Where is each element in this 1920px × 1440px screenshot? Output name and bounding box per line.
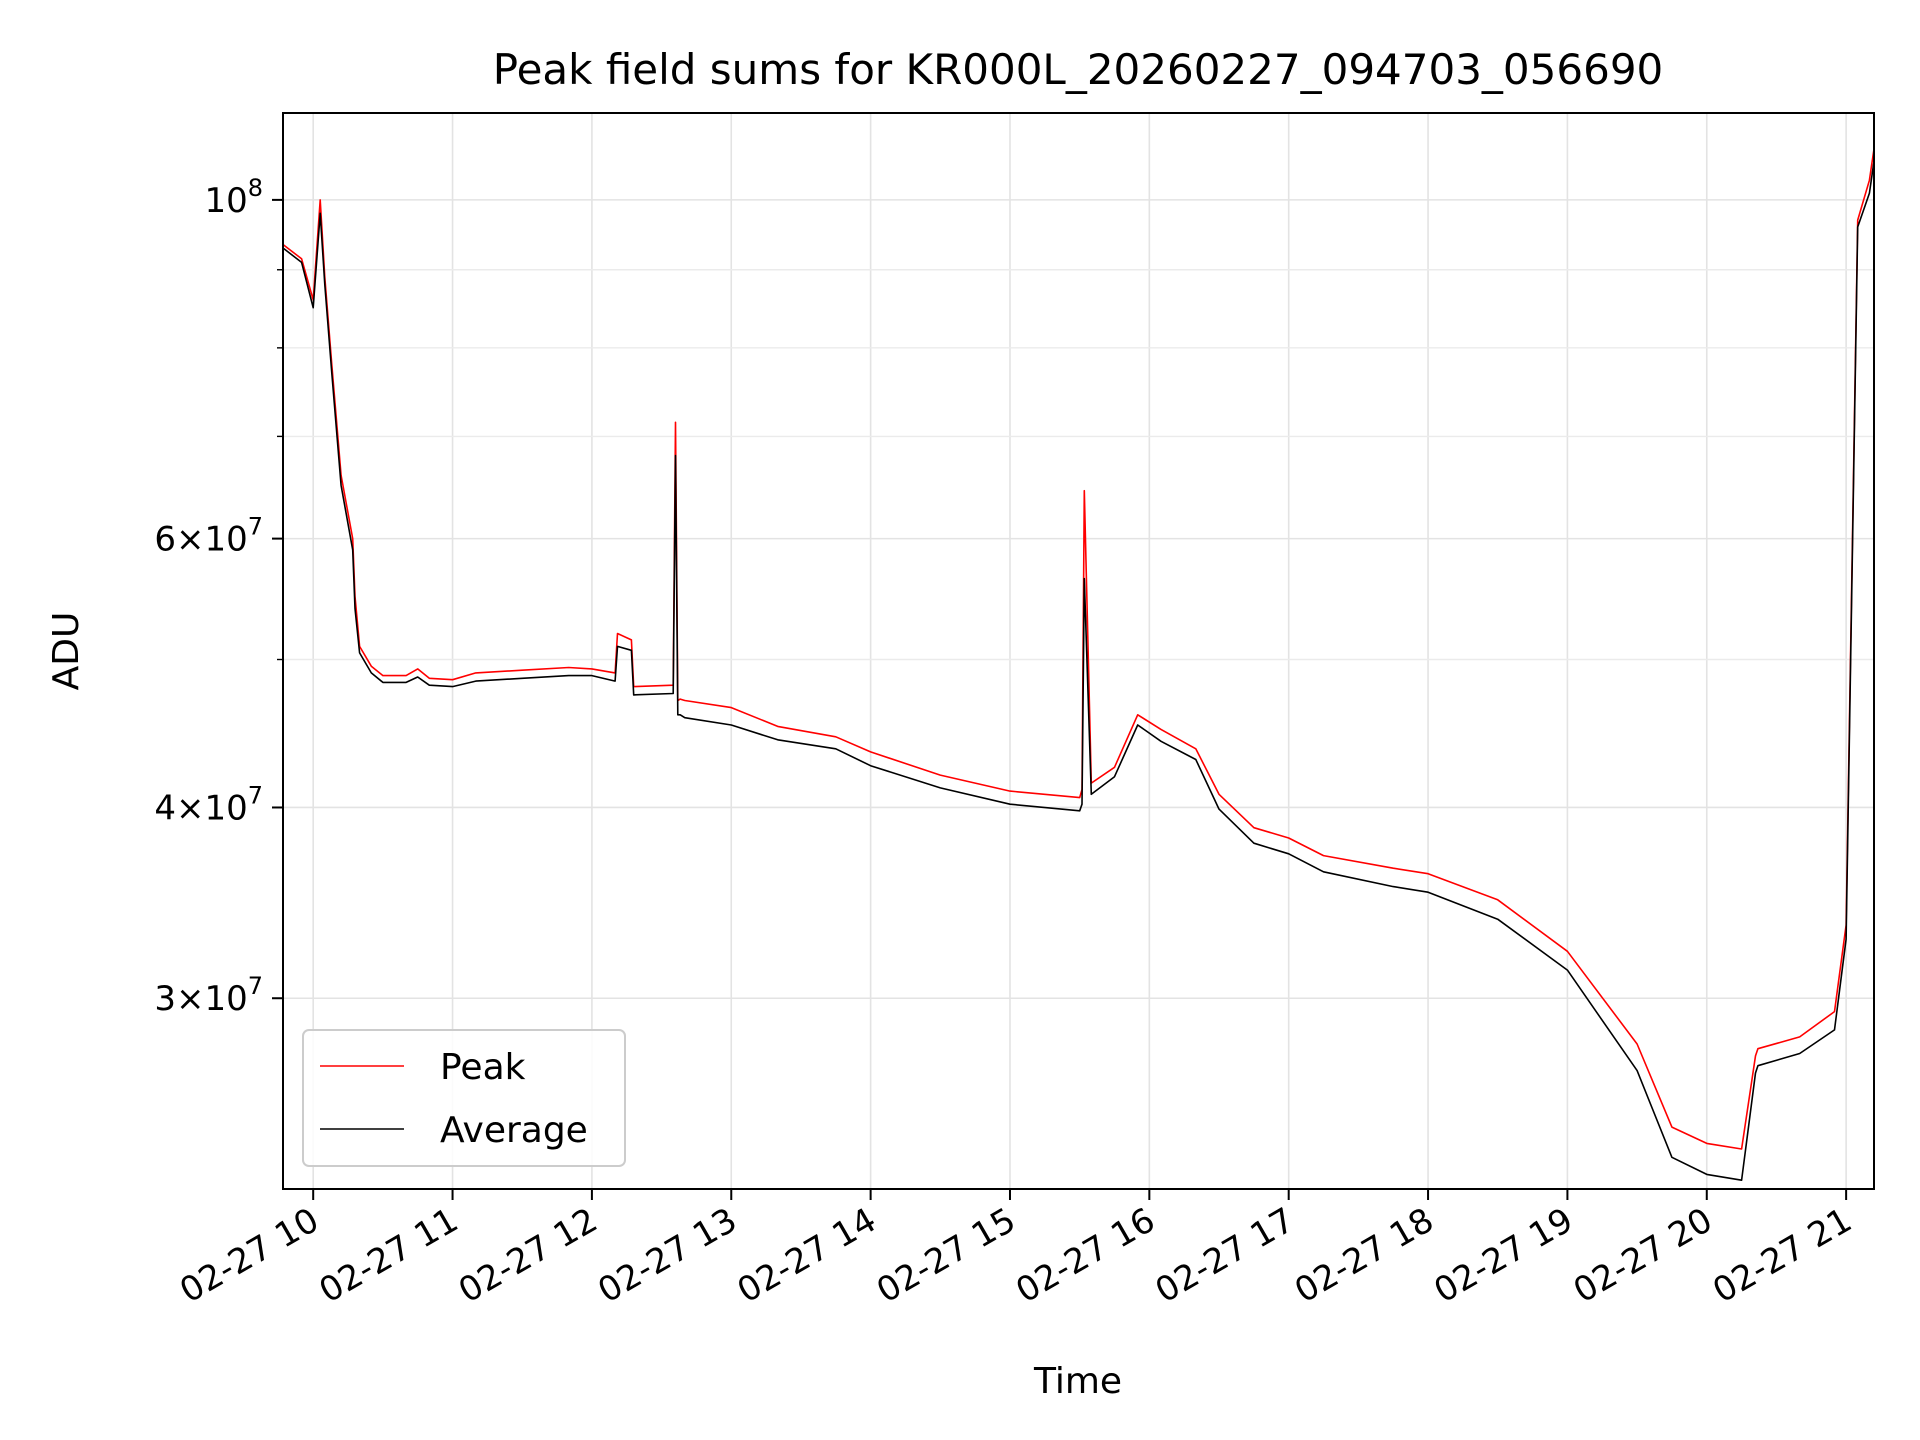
y-axis-ticks: 108 6×107 4×107 3×107: [154, 174, 283, 1019]
legend-label-average: Average: [440, 1110, 588, 1151]
x-axis-label: Time: [1033, 1361, 1122, 1402]
legend-label-peak: Peak: [440, 1047, 526, 1088]
y-axis-label: ADU: [46, 612, 87, 691]
y-tick-label: 3×107: [154, 972, 263, 1019]
y-tick-label: 6×107: [154, 513, 263, 560]
y-tick-label: 4×107: [154, 781, 263, 828]
grid: [283, 113, 1874, 1189]
series-line-average: [283, 161, 1874, 1181]
chart-title: Peak field sums for KR000L_20260227_0947…: [493, 45, 1664, 94]
plot-series: [283, 148, 1874, 1181]
legend: Peak Average: [302, 1029, 626, 1167]
y-tick-label: 108: [204, 174, 263, 221]
plot-frame: [282, 112, 1875, 1190]
series-line-peak: [283, 148, 1874, 1150]
legend-box: [302, 1029, 626, 1167]
